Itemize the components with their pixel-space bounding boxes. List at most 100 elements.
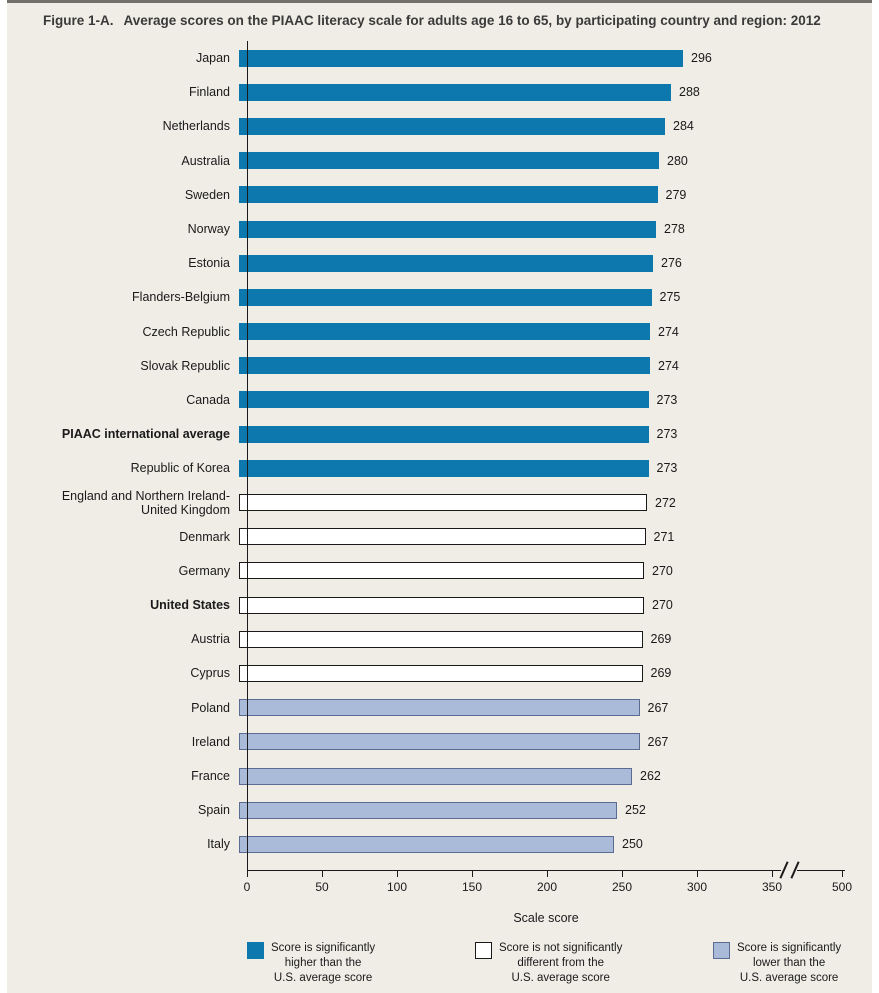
chart-row: Estonia 276	[37, 246, 857, 280]
chart-row: Canada 273	[37, 383, 857, 417]
bar-cell: 269	[239, 664, 857, 682]
bar-higher	[239, 117, 665, 135]
legend-label: Score is significantly higher than the U…	[271, 942, 376, 984]
bar-lower	[239, 699, 640, 717]
category-label: Cyprus	[190, 666, 230, 681]
x-axis-line	[247, 870, 781, 871]
legend-label: Score is not significantly different fro…	[499, 942, 623, 984]
value-label: 288	[679, 85, 700, 100]
bar-higher	[239, 459, 649, 477]
value-label: 274	[658, 324, 679, 339]
bar-cell: 271	[239, 528, 857, 546]
chart-row: Netherlands 284	[37, 109, 857, 143]
chart-row: Poland 267	[37, 691, 857, 725]
bar-cell: 274	[239, 357, 857, 375]
bar-higher	[239, 152, 659, 170]
axis-tick-label: 0	[243, 880, 251, 894]
category-label: Czech Republic	[142, 324, 230, 339]
bar-lower	[239, 835, 614, 853]
value-label: 296	[691, 51, 712, 66]
bar-cell: 267	[239, 699, 857, 717]
category-label: Japan	[195, 51, 230, 66]
value-label: 269	[650, 632, 672, 647]
axis-tick-label: 350	[761, 880, 783, 894]
legend-item: Score is significantly higher than the U…	[247, 941, 375, 986]
category-label: England and Northern Ireland- United Kin…	[61, 488, 230, 517]
bar-cell: 288	[239, 83, 857, 101]
chart-row: France 262	[37, 759, 857, 793]
bar-cell: 269	[239, 630, 857, 648]
figure-number: Figure 1-A.	[43, 13, 114, 28]
bar-cell: 278	[239, 220, 857, 238]
bar-higher	[239, 220, 656, 238]
value-label: 284	[673, 119, 694, 134]
legend-swatch-lower	[713, 942, 730, 959]
bar-higher	[239, 288, 652, 306]
bar-higher	[239, 357, 650, 375]
x-axis-title: Scale score	[513, 911, 579, 925]
bar-cell: 272	[239, 494, 857, 512]
bar-cell: 280	[239, 152, 857, 170]
axis-tick	[622, 871, 623, 877]
bar-cell: 273	[239, 391, 857, 409]
category-label: Spain	[198, 803, 230, 818]
category-label: France	[191, 769, 230, 784]
figure-title: Figure 1-A. Average scores on the PIAAC l…	[43, 13, 877, 28]
bar-lower	[239, 733, 640, 751]
axis-tick	[472, 871, 473, 877]
category-label: Germany	[178, 563, 230, 578]
bar-not_different	[239, 630, 643, 648]
legend: Score is significantly higher than the U…	[7, 941, 879, 993]
bar-cell: 267	[239, 733, 857, 751]
chart-row: Norway 278	[37, 212, 857, 246]
category-label: Netherlands	[162, 119, 230, 134]
category-label: Ireland	[191, 734, 230, 749]
value-label: 278	[664, 222, 685, 237]
category-label: Denmark	[179, 529, 230, 544]
chart-row: Republic of Korea 273	[37, 451, 857, 485]
category-label: Republic of Korea	[130, 461, 230, 476]
value-label: 269	[650, 666, 672, 681]
category-label: United States	[150, 598, 230, 613]
chart-row: England and Northern Ireland- United Kin…	[37, 485, 857, 519]
bar-lower	[239, 767, 632, 785]
bar-cell: 270	[239, 562, 857, 580]
bar-lower	[239, 801, 617, 819]
bar-higher	[239, 391, 649, 409]
axis-tick-label: 50	[315, 880, 329, 894]
bar-cell: 250	[239, 835, 857, 853]
axis-tick	[322, 871, 323, 877]
axis-tick	[842, 871, 843, 877]
value-label: 274	[658, 358, 679, 373]
x-axis-line	[797, 870, 845, 871]
chart-rows: Japan 296 Finland 288 Netherlands 284 Australi…	[37, 41, 857, 862]
value-label: 252	[625, 803, 646, 818]
category-label: Sweden	[184, 187, 230, 202]
bar-higher	[239, 186, 658, 204]
category-label: Canada	[186, 392, 230, 407]
legend-item: Score is not significantly different fro…	[475, 941, 622, 986]
bar-higher	[239, 425, 649, 443]
bar-cell: 270	[239, 596, 857, 614]
value-label: 272	[655, 495, 676, 510]
chart-row: Sweden 279	[37, 178, 857, 212]
figure-panel: Figure 1-A. Average scores on the PIAAC l…	[7, 0, 872, 993]
legend-swatch-higher	[247, 942, 264, 959]
chart-row: Ireland 267	[37, 725, 857, 759]
axis-tick-label: 100	[386, 880, 408, 894]
value-label: 280	[667, 153, 688, 168]
bar-cell: 273	[239, 425, 857, 443]
value-label: 276	[661, 256, 682, 271]
bar-higher	[239, 83, 671, 101]
bar-not_different	[239, 596, 644, 614]
bar-higher	[239, 49, 683, 67]
chart-row: Slovak Republic 274	[37, 349, 857, 383]
axis-tick	[397, 871, 398, 877]
chart-row: Flanders-Belgium 275	[37, 280, 857, 314]
value-label: 279	[665, 187, 687, 202]
category-label: Australia	[181, 153, 230, 168]
chart-row: Germany 270	[37, 554, 857, 588]
category-label: PIAAC international average	[61, 427, 230, 442]
bar-not_different	[239, 664, 643, 682]
